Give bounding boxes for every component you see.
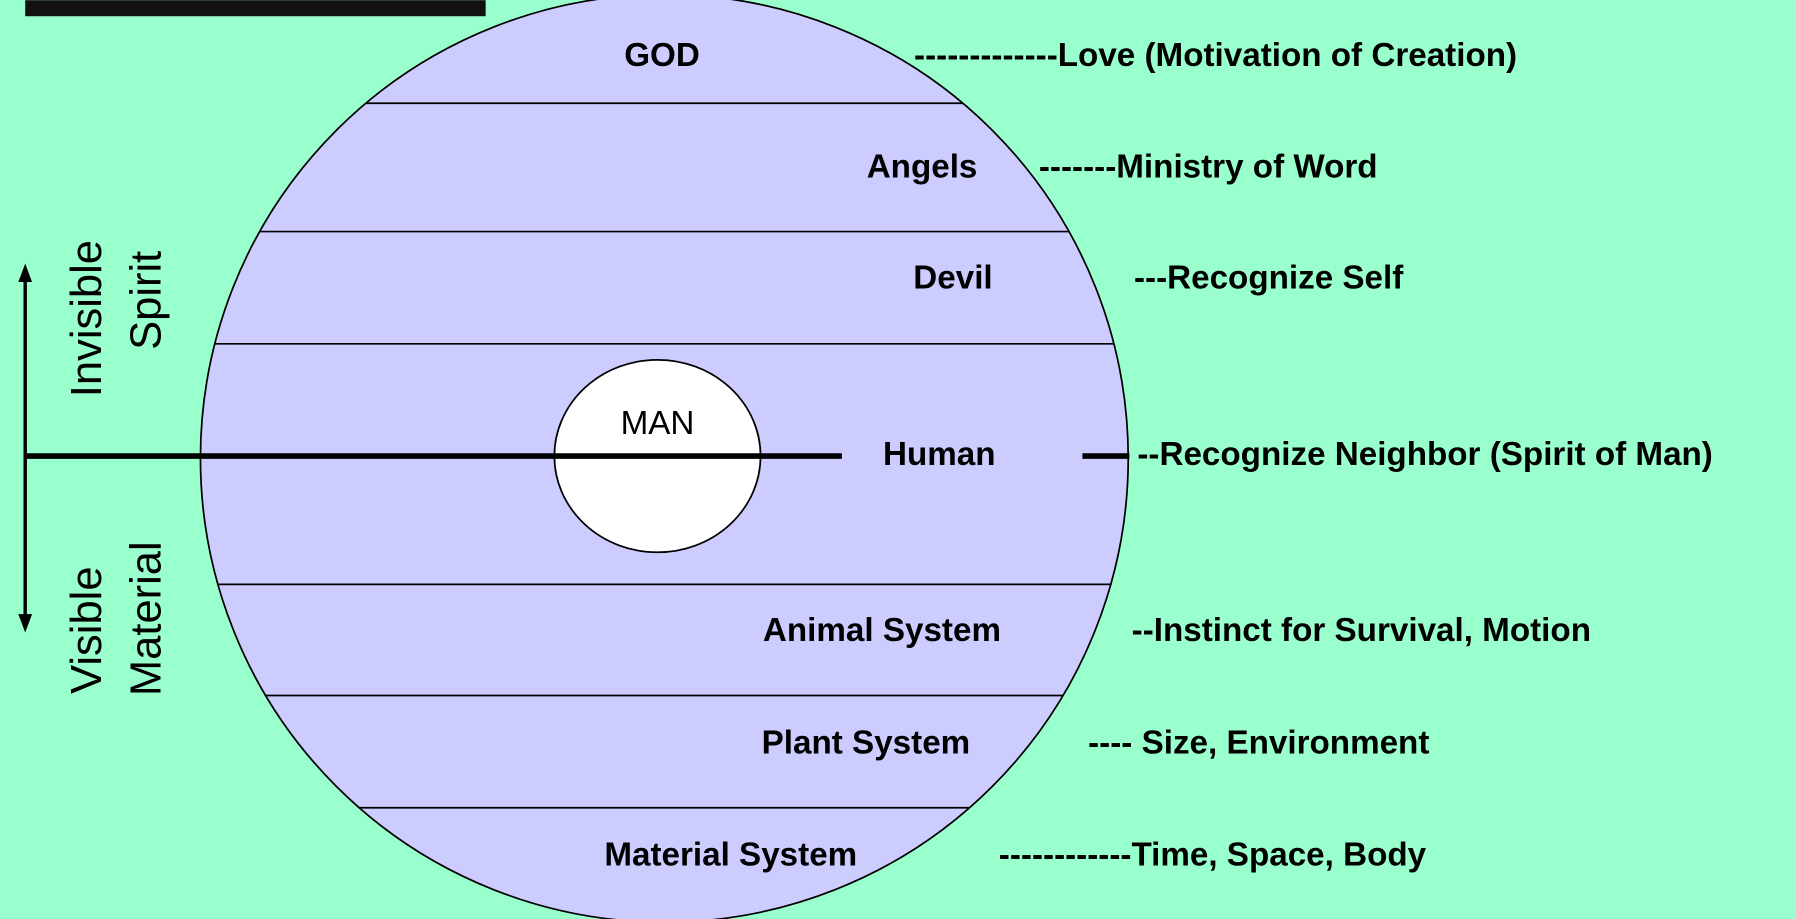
- axis-label: Visible: [63, 566, 111, 693]
- level-label: GOD: [624, 37, 700, 74]
- page: MAN Invisible Spirit Visible Material GO…: [0, 0, 1796, 919]
- level-label: Material System: [604, 837, 857, 874]
- level-description: ---Recognize Self: [1134, 259, 1404, 296]
- level-label: Human: [883, 436, 996, 473]
- level-description: -------Ministry of Word: [1039, 148, 1378, 185]
- axis-label: Material: [122, 541, 170, 696]
- level-label: Animal System: [763, 612, 1001, 649]
- axis-label: Spirit: [122, 251, 170, 350]
- photo-fragment: [25, 0, 485, 16]
- level-label: Plant System: [762, 724, 971, 761]
- level-description: ------------Time, Space, Body: [999, 837, 1427, 874]
- level-description: ---- Size, Environment: [1088, 724, 1429, 761]
- axis-label: Invisible: [63, 240, 111, 397]
- level-label: Devil: [913, 259, 992, 296]
- level-label: Angels: [867, 148, 978, 185]
- level-description: --Recognize Neighbor (Spirit of Man): [1137, 436, 1713, 473]
- man-label: MAN: [621, 405, 695, 442]
- level-description: -------------Love (Motivation of Creatio…: [914, 37, 1517, 74]
- level-description: --Instinct for Survival, Motion: [1132, 612, 1591, 649]
- diagram: MAN Invisible Spirit Visible Material GO…: [0, 0, 1796, 919]
